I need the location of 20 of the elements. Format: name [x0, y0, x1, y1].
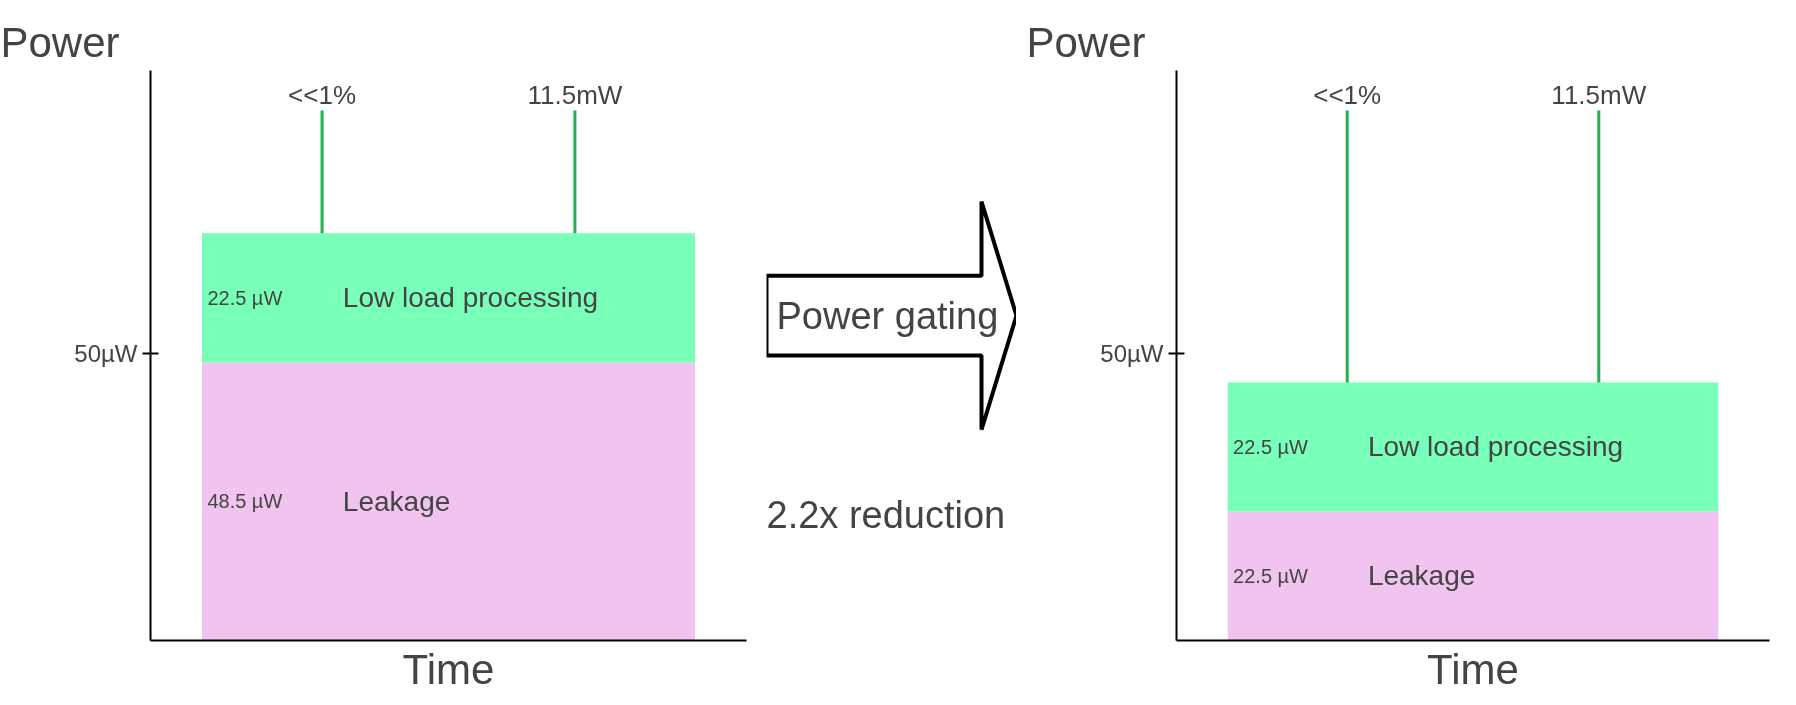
text: 2.2x reduction — [766, 494, 1006, 537]
data-label: 22.5 µW — [1233, 564, 1309, 587]
y-axis-title: Power — [0, 18, 120, 66]
series-label: Leakage — [1367, 560, 1476, 592]
text: Power gating — [776, 294, 999, 337]
y-axis-title: Power — [1026, 18, 1146, 66]
ref-line-label: 50µW — [1100, 340, 1164, 368]
ref-line-label: 50µW — [74, 340, 138, 368]
x-axis-title: Time — [1427, 645, 1519, 693]
text: 11.5mW — [527, 80, 623, 111]
text: <<1% — [1313, 80, 1382, 111]
series-label: Low load processing — [1367, 431, 1624, 463]
data-label: 22.5 µW — [1233, 435, 1309, 458]
series-label: Low load processing — [342, 282, 599, 314]
data-label: 48.5 µW — [207, 490, 283, 513]
text: 11.5mW — [1551, 80, 1647, 111]
x-axis-title: Time — [402, 645, 495, 693]
series-label: Leakage — [342, 485, 451, 517]
text: <<1% — [288, 80, 357, 111]
data-label: 22.5 µW — [207, 286, 283, 309]
